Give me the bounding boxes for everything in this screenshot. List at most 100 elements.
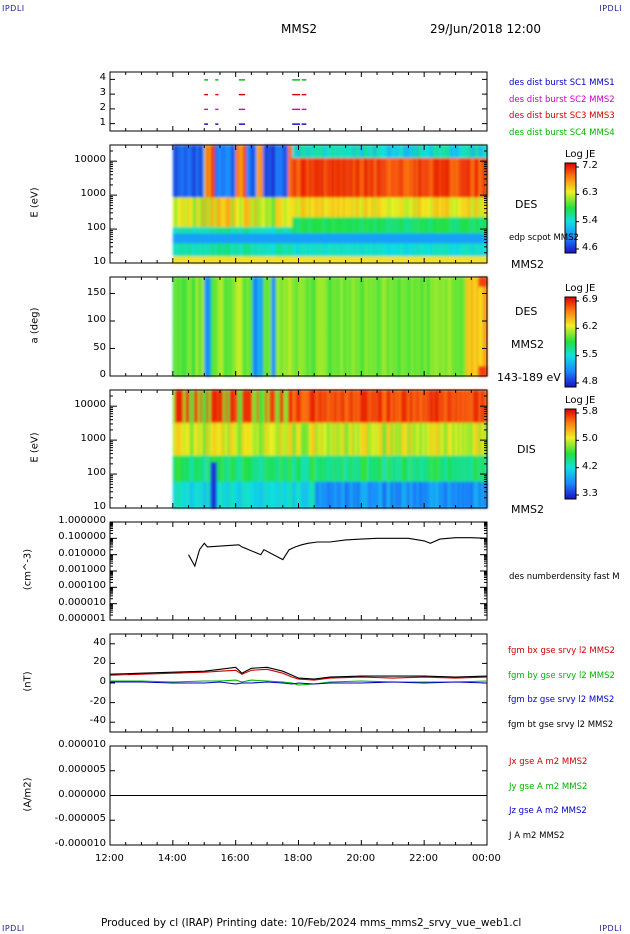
xtick-3: 18:00	[283, 853, 313, 864]
ytick-dis_energy-3: 10000	[74, 399, 106, 411]
colorbar-tick-dis_energy-3: 3.3	[582, 488, 598, 499]
fgm-series-line-0	[109, 668, 488, 681]
ytick-des_pitch-2: 100	[86, 314, 106, 325]
ytick-density-2: 0.000100	[58, 580, 106, 592]
corner-tag-tl: IPDLI	[2, 4, 25, 13]
ytick-current-1: -0.000005	[54, 813, 106, 825]
ylabel-des_energy: E (eV)	[29, 187, 41, 218]
legend-current-0: Jx gse A m2 MMS2	[509, 757, 588, 767]
fgm-series-line-2	[110, 681, 488, 685]
colorbar-tick-dis_energy-2: 4.2	[582, 460, 598, 472]
xtick-6: 00:00	[472, 853, 501, 864]
legend-burst-2: des dist burst SC3 MMS3	[509, 111, 615, 121]
ytick-dis_energy-0: 10	[93, 501, 106, 512]
ytick-burst-2: 3	[99, 87, 106, 99]
corner-tag-tr: IPDLI	[599, 4, 622, 13]
corner-tag-bl: IPDLI	[2, 924, 25, 933]
ytick-current-4: 0.000010	[58, 739, 106, 750]
ytick-des_pitch-0: 0	[99, 369, 106, 380]
legend-fgm-3: fgm bt gse srvy l2 MMS2	[508, 719, 614, 730]
legend-fgm-1: fgm by gse srvy l2 MMS2	[508, 670, 615, 681]
colorbar-tick-des_energy-2: 5.4	[582, 214, 598, 226]
legend-burst-1: des dist burst SC2 MMS2	[509, 94, 615, 105]
xtick-4: 20:00	[346, 853, 376, 864]
ytick-density-3: 0.001000	[58, 564, 106, 575]
panel-frame-density	[109, 521, 488, 621]
side-label-des-energy-0: DES	[515, 198, 538, 211]
colorbar-des_pitch	[564, 296, 577, 388]
header-mission: MMS2	[281, 22, 317, 36]
fgm-series-line-3	[109, 666, 488, 680]
colorbar-dis_energy	[564, 408, 577, 500]
ytick-density-6: 1.000000	[58, 515, 106, 526]
legend-current-3: J A m2 MMS2	[509, 830, 565, 841]
side-label-des-energy-2: MMS2	[511, 258, 544, 271]
density-series-line	[188, 537, 488, 568]
side-label-des-pitch-0: DES	[515, 305, 538, 318]
xtick-5: 22:00	[409, 853, 438, 864]
heatmap-dis_energy	[172, 390, 488, 509]
ylabel-dis_energy: E (eV)	[29, 432, 41, 463]
colorbar-title-des_pitch: Log JE	[565, 283, 596, 294]
heatmap-des_pitch	[172, 277, 488, 377]
ytick-current-0: -0.000010	[54, 838, 106, 849]
header-datetime: 29/Jun/2018 12:00	[430, 22, 542, 36]
corner-tag-br: IPDLI	[599, 924, 622, 933]
ytick-fgm-3: 20	[93, 656, 106, 668]
colorbar-tick-des_pitch-3: 4.8	[582, 376, 598, 387]
heatmap-des_energy	[172, 145, 488, 264]
ytick-fgm-4: 40	[93, 636, 106, 648]
legend-fgm-0: fgm bx gse srvy l2 MMS2	[508, 646, 615, 656]
ytick-fgm-2: 0	[99, 676, 106, 687]
ytick-burst-0: 1	[99, 116, 106, 128]
side-label-des-energy-1: edp scpot MMS2	[509, 233, 579, 243]
colorbar-tick-dis_energy-1: 5.0	[582, 433, 598, 445]
ytick-density-4: 0.010000	[58, 547, 106, 559]
side-label-dis-energy-1: MMS2	[511, 503, 544, 516]
ytick-des_energy-2: 1000	[80, 188, 106, 200]
ylabel-des_pitch: a (deg)	[29, 307, 41, 343]
colorbar-des_energy	[564, 162, 577, 254]
colorbar-tick-des_energy-1: 6.3	[582, 187, 598, 199]
colorbar-title-dis_energy: Log JE	[565, 395, 596, 406]
ytick-des_pitch-3: 150	[86, 286, 106, 298]
ytick-des_energy-1: 100	[86, 222, 106, 234]
side-label-dis-energy-0: DIS	[517, 443, 536, 456]
ytick-burst-3: 4	[99, 72, 106, 84]
legend-burst-3: des dist burst SC4 MMS4	[509, 127, 615, 138]
ytick-fgm-1: -20	[89, 695, 106, 707]
colorbar-tick-des_pitch-2: 5.5	[582, 348, 598, 360]
legend-fgm-2: fgm bz gse srvy l2 MMS2	[508, 695, 615, 705]
legend-burst-0: des dist burst SC1 MMS1	[509, 78, 615, 88]
ytick-des_energy-3: 10000	[74, 154, 106, 166]
ytick-current-3: 0.000005	[58, 763, 106, 775]
ytick-fgm-0: -40	[89, 715, 106, 727]
colorbar-title-des_energy: Log JE	[565, 149, 596, 160]
side-label-density-0: des numberdensity fast M	[509, 572, 620, 582]
ylabel-density: (cm^-3)	[22, 548, 34, 591]
xtick-0: 12:00	[95, 853, 124, 864]
colorbar-tick-des_pitch-0: 6.9	[582, 294, 598, 305]
ytick-density-1: 0.000010	[58, 596, 106, 608]
ytick-density-5: 0.100000	[58, 531, 106, 543]
panel-frame-burst	[109, 71, 488, 132]
legend-current-2: Jz gse A m2 MMS2	[509, 806, 587, 816]
colorbar-tick-des_energy-0: 7.2	[582, 160, 598, 171]
colorbar-tick-des_pitch-1: 6.2	[582, 321, 598, 333]
ytick-des_pitch-1: 50	[93, 341, 106, 353]
colorbar-tick-dis_energy-0: 5.8	[582, 406, 598, 417]
footer-credit: Produced by cl (IRAP) Printing date: 10/…	[101, 917, 522, 929]
side-label-des-pitch-1: MMS2	[511, 338, 544, 351]
ytick-current-2: 0.000000	[58, 788, 106, 800]
ytick-dis_energy-2: 1000	[80, 433, 106, 445]
ylabel-current: (A/m2)	[22, 776, 34, 812]
ytick-density-0: 0.000001	[58, 613, 106, 624]
legend-current-1: Jy gse A m2 MMS2	[509, 781, 588, 792]
ytick-des_energy-0: 10	[93, 256, 106, 267]
xtick-1: 14:00	[157, 853, 187, 864]
xtick-2: 16:00	[220, 853, 250, 864]
ytick-dis_energy-1: 100	[86, 467, 106, 479]
side-label-des-pitch-2: 143-189 eV	[497, 371, 561, 384]
ytick-burst-1: 2	[99, 101, 106, 113]
